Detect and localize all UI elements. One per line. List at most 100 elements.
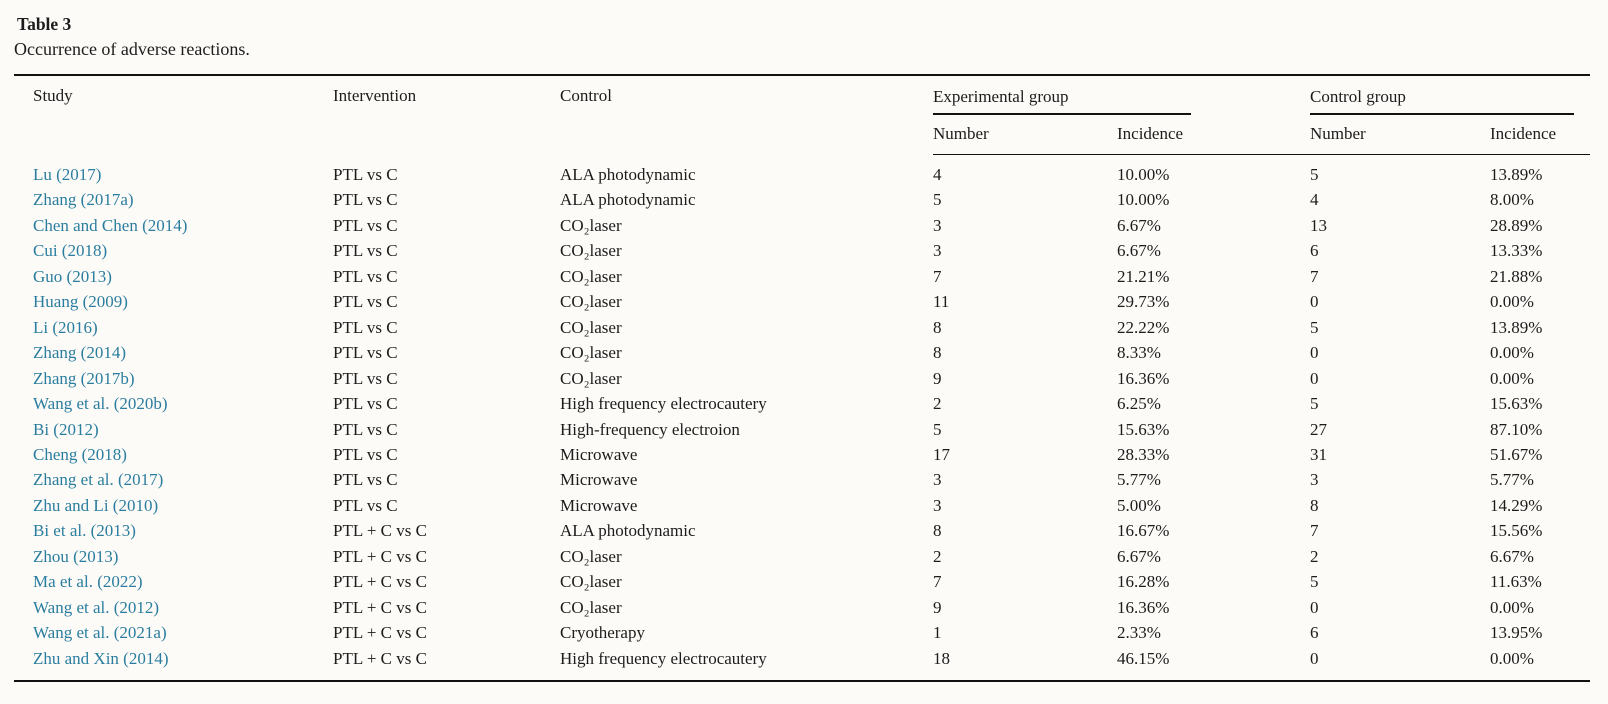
control-number-cell: 5 xyxy=(1310,572,1319,592)
intervention-cell: PTL vs C xyxy=(333,215,398,235)
table-row: Wang et al. (2021a) PTL + C vs C Cryothe… xyxy=(14,620,1590,645)
study-citation-link[interactable]: Zhang et al. (2017) xyxy=(33,470,164,490)
experimental-incidence-cell: 5.77% xyxy=(1117,470,1161,490)
intervention-cell: PTL vs C xyxy=(333,495,398,515)
experimental-incidence-cell: 28.33% xyxy=(1117,444,1170,464)
study-citation-link[interactable]: Zhang (2017a) xyxy=(33,190,134,210)
control-incidence-cell: 0.00% xyxy=(1490,648,1534,668)
group-header-experimental: Experimental group xyxy=(933,75,1310,115)
control-number-cell: 5 xyxy=(1310,165,1319,184)
control-cell: CO₂laser xyxy=(560,215,622,235)
table-row: Zhang (2017b) PTL vs C CO₂laser 9 16.36%… xyxy=(14,366,1590,391)
control-cell: Microwave xyxy=(560,495,638,515)
study-citation-link[interactable]: Wang et al. (2012) xyxy=(33,597,160,617)
control-number-cell: 5 xyxy=(1310,317,1319,337)
column-header-study: Study xyxy=(33,86,73,105)
table-row: Bi (2012) PTL vs C High-frequency electr… xyxy=(14,417,1590,442)
study-cell: Lu (2017) xyxy=(14,155,333,188)
experimental-incidence-cell: 16.36% xyxy=(1117,597,1170,617)
table-row: Zhu and Xin (2014) PTL + C vs C High fre… xyxy=(14,646,1590,681)
column-header-ctrl-incidence: Incidence xyxy=(1490,115,1590,155)
control-number-cell: 27 xyxy=(1310,419,1327,439)
intervention-cell: PTL + C vs C xyxy=(333,623,427,643)
experimental-number-cell: 5 xyxy=(933,419,942,439)
study-cell: Li (2016) xyxy=(14,315,333,340)
study-citation-link[interactable]: Wang et al. (2020b) xyxy=(33,394,168,414)
control-group-underline xyxy=(1310,113,1574,115)
study-cell: Zhang et al. (2017) xyxy=(14,467,333,492)
study-cell: Huang (2009) xyxy=(14,289,333,314)
study-citation-link[interactable]: Wang et al. (2021a) xyxy=(33,623,167,643)
study-cell: Zhang (2017a) xyxy=(14,187,333,212)
control-cell: CO₂laser xyxy=(560,572,622,592)
experimental-number-cell: 3 xyxy=(933,470,942,490)
control-cell: High-frequency electroion xyxy=(560,419,740,439)
study-cell: Wang et al. (2020b) xyxy=(14,391,333,416)
intervention-cell: PTL vs C xyxy=(333,164,398,184)
control-incidence-cell: 51.67% xyxy=(1490,444,1543,464)
control-cell: CO₂laser xyxy=(560,368,622,388)
experimental-incidence-cell: 10.00% xyxy=(1117,165,1170,184)
control-incidence-cell: 13.89% xyxy=(1490,317,1543,337)
control-cell: High frequency electrocautery xyxy=(560,394,767,414)
table-row: Cui (2018) PTL vs C CO₂laser 3 6.67% 6 1… xyxy=(14,238,1590,263)
control-cell: CO₂laser xyxy=(560,266,622,286)
study-citation-link[interactable]: Bi (2012) xyxy=(33,419,99,439)
table-row: Ma et al. (2022) PTL + C vs C CO₂laser 7… xyxy=(14,569,1590,594)
experimental-group-underline xyxy=(933,113,1191,115)
study-citation-link[interactable]: Lu (2017) xyxy=(33,164,102,184)
study-cell: Zhu and Li (2010) xyxy=(14,493,333,518)
control-cell: CO₂laser xyxy=(560,597,622,617)
control-cell: CO₂laser xyxy=(560,292,622,312)
table-row: Chen and Chen (2014) PTL vs C CO₂laser 3… xyxy=(14,213,1590,238)
control-incidence-cell: 6.67% xyxy=(1490,546,1534,566)
study-citation-link[interactable]: Chen and Chen (2014) xyxy=(33,215,188,235)
study-citation-link[interactable]: Cui (2018) xyxy=(33,241,108,261)
control-cell: CO₂laser xyxy=(560,343,622,363)
experimental-incidence-cell: 6.67% xyxy=(1117,241,1161,261)
experimental-incidence-cell: 6.67% xyxy=(1117,546,1161,566)
control-cell: Microwave xyxy=(560,470,638,490)
intervention-cell: PTL vs C xyxy=(333,292,398,312)
experimental-incidence-cell: 8.33% xyxy=(1117,343,1161,363)
group-header-control-group: Control group xyxy=(1310,75,1590,115)
study-citation-link[interactable]: Bi et al. (2013) xyxy=(33,521,136,541)
study-citation-link[interactable]: Zhang (2014) xyxy=(33,343,127,363)
control-number-cell: 2 xyxy=(1310,546,1319,566)
study-citation-link[interactable]: Huang (2009) xyxy=(33,292,128,312)
control-incidence-cell: 0.00% xyxy=(1490,597,1534,617)
experimental-incidence-cell: 15.63% xyxy=(1117,419,1170,439)
study-cell: Cui (2018) xyxy=(14,238,333,263)
study-citation-link[interactable]: Zhu and Li (2010) xyxy=(33,495,159,515)
study-citation-link[interactable]: Zhang (2017b) xyxy=(33,368,135,388)
intervention-cell: PTL vs C xyxy=(333,343,398,363)
table-row: Zhou (2013) PTL + C vs C CO₂laser 2 6.67… xyxy=(14,544,1590,569)
experimental-incidence-cell: 29.73% xyxy=(1117,292,1170,312)
study-citation-link[interactable]: Ma et al. (2022) xyxy=(33,572,143,592)
study-citation-link[interactable]: Zhu and Xin (2014) xyxy=(33,648,169,668)
experimental-number-cell: 2 xyxy=(933,394,942,414)
control-incidence-cell: 0.00% xyxy=(1490,368,1534,388)
study-citation-link[interactable]: Li (2016) xyxy=(33,317,98,337)
intervention-cell: PTL + C vs C xyxy=(333,572,427,592)
control-number-cell: 4 xyxy=(1310,190,1319,210)
study-citation-link[interactable]: Zhou (2013) xyxy=(33,546,119,566)
experimental-incidence-cell: 21.21% xyxy=(1117,266,1170,286)
control-number-cell: 0 xyxy=(1310,292,1319,312)
column-header-exp-incidence: Incidence xyxy=(1117,115,1310,155)
experimental-incidence-cell: 2.33% xyxy=(1117,623,1161,643)
experimental-number-cell: 3 xyxy=(933,215,942,235)
study-cell: Zhou (2013) xyxy=(14,544,333,569)
study-citation-link[interactable]: Cheng (2018) xyxy=(33,444,127,464)
control-number-cell: 6 xyxy=(1310,623,1319,643)
study-citation-link[interactable]: Guo (2013) xyxy=(33,266,112,286)
table-caption-description: Occurrence of adverse reactions. xyxy=(14,39,250,59)
study-cell: Ma et al. (2022) xyxy=(14,569,333,594)
control-incidence-cell: 11.63% xyxy=(1490,572,1542,592)
control-cell: CO₂laser xyxy=(560,241,622,261)
experimental-number-cell: 8 xyxy=(933,317,942,337)
table-row: Lu (2017) PTL vs C ALA photodynamic 4 10… xyxy=(14,155,1590,188)
experimental-incidence-cell: 6.25% xyxy=(1117,394,1161,414)
intervention-cell: PTL + C vs C xyxy=(333,648,427,668)
group-header-control-label: Control group xyxy=(1310,87,1406,106)
